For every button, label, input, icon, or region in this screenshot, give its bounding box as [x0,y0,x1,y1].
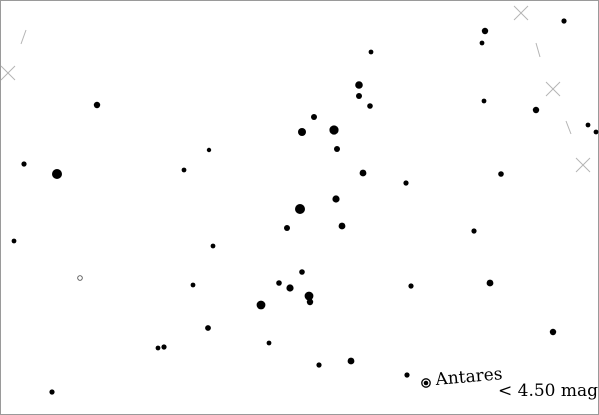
star-26 [338,222,346,230]
star-14 [298,128,306,136]
star-42 [481,27,489,35]
star-5 [49,389,55,395]
star-43 [479,40,485,46]
star-35 [404,372,410,378]
star-37 [408,283,414,289]
star-2 [93,101,101,109]
star-41 [481,98,487,104]
antares-marker[interactable] [421,378,431,388]
star-15 [311,114,317,120]
star-45 [561,18,567,24]
star-33 [316,362,322,368]
grid-tick-1 [20,29,27,45]
star-17 [334,146,340,152]
star-20 [367,103,373,109]
star-27 [299,269,305,275]
star-16 [329,125,339,135]
star-34 [347,357,355,365]
faint-object [77,275,83,281]
star-12 [161,344,167,350]
star-10 [205,325,211,331]
star-36 [403,180,409,186]
antares-ring [421,378,431,388]
grid-tick-3 [565,120,572,135]
grid-tick-2 [535,42,541,58]
grid-cross-3 [545,81,561,97]
star-3 [21,161,27,167]
star-13 [266,340,272,346]
grid-marks [0,5,591,173]
star-6 [181,167,187,173]
star-39 [486,279,494,287]
star-23 [332,195,340,203]
magnitude-limit-label: < 4.50 mag [498,381,598,401]
grid-cross-4 [575,157,591,173]
star-38 [471,228,477,234]
star-21 [368,49,374,55]
star-8 [210,243,216,249]
star-48 [549,328,557,336]
star-44 [532,106,540,114]
star-7 [206,147,212,153]
grid-cross-2 [513,5,529,21]
star-30 [304,291,314,301]
star-32 [256,300,266,310]
antares-label: Antares [434,364,504,390]
star-18 [355,81,363,89]
star-31 [306,298,314,306]
star-22 [359,169,367,177]
star-40 [498,171,504,177]
star-24 [295,204,305,214]
grid-cross-1 [0,65,16,81]
star-11 [155,345,161,351]
star-28 [276,280,282,286]
antares-star [423,380,429,386]
star-47 [593,129,599,135]
star-29 [286,284,294,292]
star-19 [356,93,362,99]
stars [11,18,599,395]
star-25 [284,225,290,231]
star-4 [11,238,17,244]
star-9 [190,282,196,288]
star-46 [585,122,591,128]
star-1 [52,169,62,179]
